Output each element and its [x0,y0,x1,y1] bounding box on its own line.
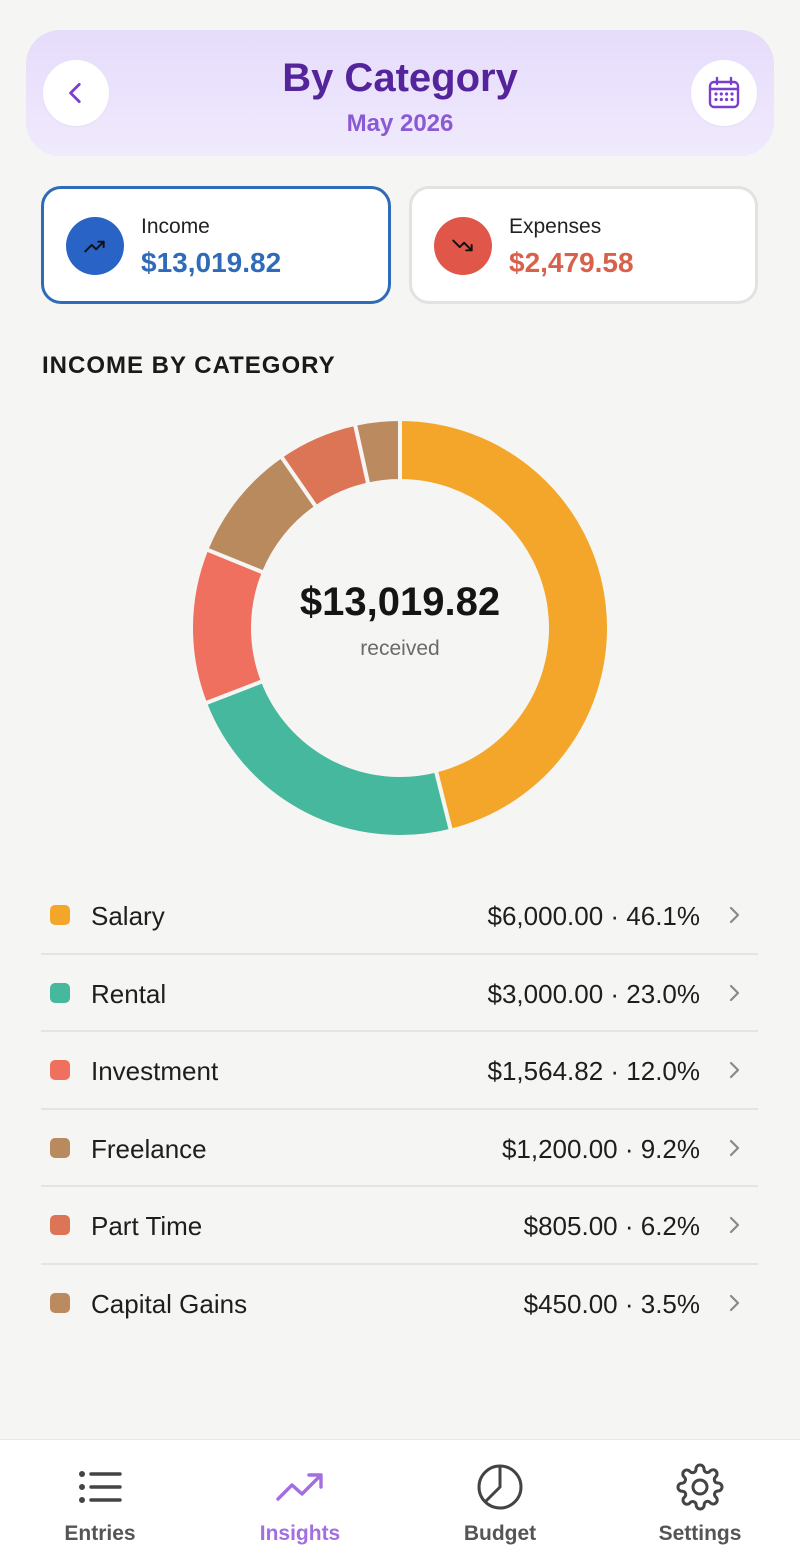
category-row-freelance[interactable]: Freelance $1,200.00 · 9.2% [41,1110,758,1187]
category-list: Salary $6,000.00 · 46.1% Rental $3,000.0… [41,877,758,1342]
category-amount: $6,000.00 · 46.1% [487,901,701,931]
trending-down-icon [452,239,473,252]
chevron-right-icon [729,1216,740,1234]
income-value: $13,019.82 [141,247,282,278]
category-color-swatch [50,982,70,1003]
category-row-salary[interactable]: Salary $6,000.00 · 46.1% [41,877,758,955]
category-amount: $450.00 · 3.5% [523,1288,700,1319]
expenses-card[interactable]: Expenses $2,479.58 [409,186,758,304]
section-title: INCOME BY CATEGORY [42,352,336,379]
page-title: By Category [282,56,518,100]
donut-slice-salary[interactable] [398,416,611,834]
category-name: Investment [91,1056,219,1086]
chevron-left-icon [69,82,81,104]
category-name: Capital Gains [91,1288,248,1319]
income-donut-chart [189,416,611,839]
category-row-part-time[interactable]: Part Time $805.00 · 6.2% [41,1187,758,1265]
chevron-right-icon [729,1061,740,1079]
back-button[interactable] [43,60,109,126]
category-color-swatch [50,905,70,925]
trending-up-icon [276,1473,323,1501]
category-amount: $3,000.00 · 23.0% [487,978,701,1009]
nav-insights[interactable]: Insights [200,1440,400,1564]
chevron-right-icon [729,1139,740,1156]
category-row-capital-gains[interactable]: Capital Gains $450.00 · 3.5% [41,1265,758,1343]
category-color-swatch [50,1137,70,1158]
nav-label: Insights [259,1522,341,1545]
chevron-right-icon [729,1294,740,1311]
category-color-swatch [50,1060,70,1080]
category-row-investment[interactable]: Investment $1,564.82 · 12.0% [41,1032,758,1110]
expenses-label: Expenses [509,215,602,238]
header-bar: By Category May 2026 [26,30,774,156]
income-icon-badge [66,217,124,275]
category-name: Freelance [91,1133,207,1164]
category-name: Salary [91,901,165,931]
trending-up-icon [84,240,105,253]
nav-label: Entries [64,1522,136,1545]
bottom-nav: Entries Insights Budget Settings [0,1439,800,1564]
nav-label: Settings [658,1522,742,1545]
calendar-icon [708,76,740,109]
expenses-value: $2,479.58 [509,247,634,278]
chevron-right-icon [729,906,740,924]
chevron-right-icon [729,984,740,1001]
income-card[interactable]: Income $13,019.82 [41,186,391,304]
income-label: Income [141,215,210,238]
category-color-swatch [50,1215,70,1235]
category-amount: $1,200.00 · 9.2% [501,1133,700,1164]
pie-chart-icon [477,1464,523,1510]
donut-slice-rental[interactable] [202,678,454,839]
category-name: Part Time [91,1211,203,1241]
donut-slice-capital-gains[interactable] [352,416,402,487]
category-row-rental[interactable]: Rental $3,000.00 · 23.0% [41,955,758,1032]
list-icon [79,1471,122,1503]
nav-settings[interactable]: Settings [600,1440,800,1564]
expenses-icon-badge [434,217,492,275]
donut-slice-investment[interactable] [189,546,267,706]
nav-budget[interactable]: Budget [400,1440,600,1564]
gear-icon [676,1463,724,1511]
period-label: May 2026 [346,110,454,137]
nav-entries[interactable]: Entries [0,1440,200,1564]
calendar-button[interactable] [691,60,757,126]
nav-label: Budget [463,1522,537,1545]
category-color-swatch [50,1292,70,1313]
category-amount: $1,564.82 · 12.0% [487,1056,701,1086]
category-amount: $805.00 · 6.2% [523,1211,700,1241]
category-name: Rental [91,978,167,1009]
